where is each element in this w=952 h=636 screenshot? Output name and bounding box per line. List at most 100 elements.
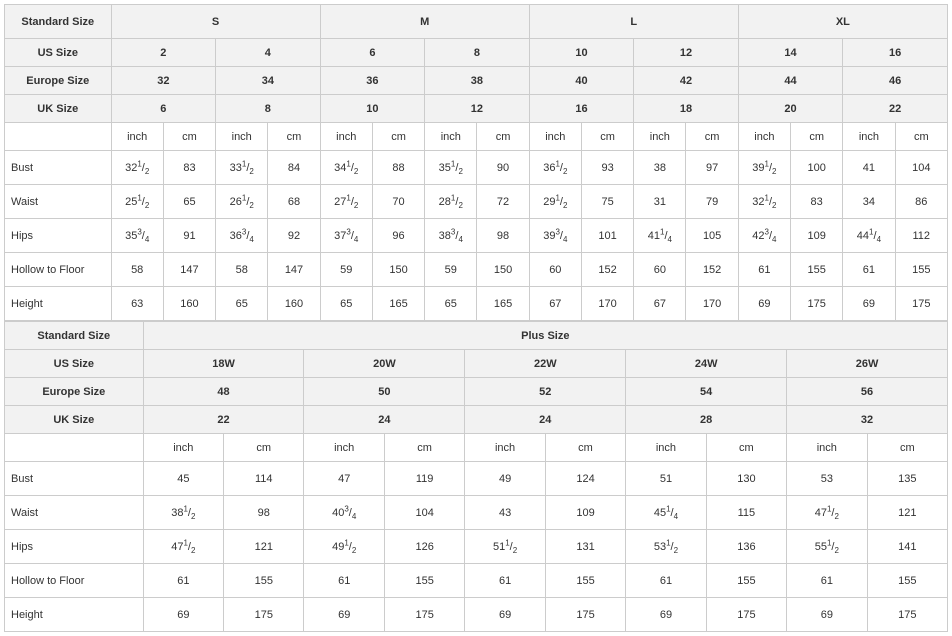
table-row: Bust4511447119491245113053135	[5, 462, 948, 496]
measure-label: Height	[5, 598, 144, 632]
unit-cm: cm	[268, 123, 320, 151]
value: 65	[320, 287, 372, 321]
value: 160	[268, 287, 320, 321]
header-uk-size: UK Size	[5, 95, 112, 123]
value: 38	[634, 151, 686, 185]
header-standard-size: Standard Size	[5, 322, 144, 350]
uk-size: 22	[843, 95, 948, 123]
value: 175	[791, 287, 843, 321]
value: 41	[843, 151, 895, 185]
value: 491/2	[304, 530, 384, 564]
uk-size: 32	[787, 406, 948, 434]
value: 58	[111, 253, 163, 287]
value: 341/2	[320, 151, 372, 185]
value: 60	[529, 253, 581, 287]
value: 393/4	[529, 219, 581, 253]
value: 136	[706, 530, 786, 564]
value: 112	[895, 219, 947, 253]
header-size: L	[529, 5, 738, 39]
value: 441/4	[843, 219, 895, 253]
value: 65	[216, 287, 268, 321]
unit-inch: inch	[634, 123, 686, 151]
value: 361/2	[529, 151, 581, 185]
uk-size: 22	[143, 406, 304, 434]
value: 69	[738, 287, 790, 321]
table-row: Standard SizeSMLXL	[5, 5, 948, 39]
header-size: XL	[738, 5, 947, 39]
value: 351/2	[425, 151, 477, 185]
value: 69	[787, 598, 867, 632]
value: 271/2	[320, 185, 372, 219]
uk-size: 24	[304, 406, 465, 434]
value: 403/4	[304, 496, 384, 530]
unit-cm: cm	[224, 434, 304, 462]
table-row: UK Size2224242832	[5, 406, 948, 434]
uk-size: 8	[216, 95, 321, 123]
blank	[5, 434, 144, 462]
value: 363/4	[216, 219, 268, 253]
uk-size: 20	[738, 95, 843, 123]
value: 61	[465, 564, 545, 598]
value: 165	[372, 287, 424, 321]
us-size: 24W	[626, 350, 787, 378]
unit-inch: inch	[143, 434, 223, 462]
value: 170	[686, 287, 738, 321]
header-size: S	[111, 5, 320, 39]
value: 135	[867, 462, 947, 496]
unit-inch: inch	[425, 123, 477, 151]
header-us-size: US Size	[5, 350, 144, 378]
value: 124	[545, 462, 625, 496]
value: 150	[477, 253, 529, 287]
value: 383/4	[425, 219, 477, 253]
unit-inch: inch	[465, 434, 545, 462]
table-row: inchcminchcminchcminchcminchcminchcminch…	[5, 123, 948, 151]
value: 321/2	[111, 151, 163, 185]
value: 59	[320, 253, 372, 287]
value: 121	[224, 530, 304, 564]
value: 61	[787, 564, 867, 598]
value: 100	[791, 151, 843, 185]
value: 67	[529, 287, 581, 321]
unit-cm: cm	[867, 434, 947, 462]
value: 90	[477, 151, 529, 185]
europe-size: 38	[425, 67, 530, 95]
europe-size: 44	[738, 67, 843, 95]
unit-inch: inch	[626, 434, 706, 462]
value: 60	[634, 253, 686, 287]
value: 31	[634, 185, 686, 219]
value: 69	[626, 598, 706, 632]
measure-label: Hips	[5, 219, 112, 253]
table-row: Hips471/2121491/2126511/2131531/2136551/…	[5, 530, 948, 564]
value: 291/2	[529, 185, 581, 219]
header-size: M	[320, 5, 529, 39]
value: 109	[791, 219, 843, 253]
europe-size: 52	[465, 378, 626, 406]
value: 98	[224, 496, 304, 530]
value: 65	[163, 185, 215, 219]
us-size: 16	[843, 39, 948, 67]
us-size: 18W	[143, 350, 304, 378]
value: 83	[163, 151, 215, 185]
value: 331/2	[216, 151, 268, 185]
value: 114	[224, 462, 304, 496]
value: 551/2	[787, 530, 867, 564]
table-row: Waist381/298403/410443109451/4115471/212…	[5, 496, 948, 530]
value: 121	[867, 496, 947, 530]
unit-cm: cm	[706, 434, 786, 462]
value: 59	[425, 253, 477, 287]
uk-size: 18	[634, 95, 739, 123]
unit-inch: inch	[304, 434, 384, 462]
blank	[5, 123, 112, 151]
value: 69	[465, 598, 545, 632]
table-row: Hollow to Floor5814758147591505915060152…	[5, 253, 948, 287]
europe-size: 48	[143, 378, 304, 406]
value: 115	[706, 496, 786, 530]
us-size: 14	[738, 39, 843, 67]
uk-size: 16	[529, 95, 634, 123]
size-table-plus: Standard SizePlus SizeUS Size18W20W22W24…	[4, 321, 948, 632]
value: 150	[372, 253, 424, 287]
unit-inch: inch	[529, 123, 581, 151]
value: 155	[545, 564, 625, 598]
europe-size: 40	[529, 67, 634, 95]
value: 170	[581, 287, 633, 321]
